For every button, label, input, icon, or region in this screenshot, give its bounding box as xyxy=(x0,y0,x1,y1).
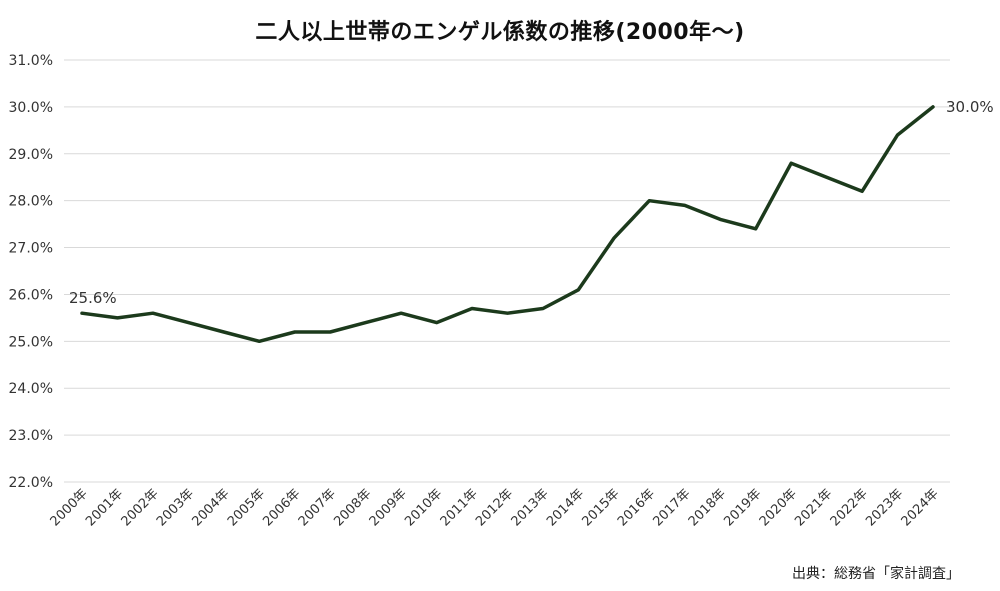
y-tick-label: 26.0% xyxy=(9,287,53,303)
x-tick-label: 2017年 xyxy=(650,486,693,529)
y-tick-label: 27.0% xyxy=(9,241,53,257)
x-tick-label: 2003年 xyxy=(154,486,197,529)
x-tick-label: 2004年 xyxy=(189,486,232,529)
y-tick-label: 31.0% xyxy=(9,53,53,69)
x-tick-label: 2012年 xyxy=(473,486,516,529)
x-tick-label: 2018年 xyxy=(686,486,729,529)
x-tick-label: 2023年 xyxy=(863,486,906,529)
x-tick-label: 2022年 xyxy=(828,486,871,529)
y-tick-label: 23.0% xyxy=(9,428,53,444)
x-tick-label: 2005年 xyxy=(225,486,268,529)
x-tick-label: 2020年 xyxy=(757,486,800,529)
x-tick-label: 2011年 xyxy=(438,486,481,529)
x-tick-label: 2010年 xyxy=(402,486,445,529)
data-label: 30.0% xyxy=(946,98,994,116)
x-tick-label: 2001年 xyxy=(83,486,126,529)
x-tick-label: 2006年 xyxy=(260,486,303,529)
x-tick-label: 2000年 xyxy=(48,486,91,529)
chart-title: 二人以上世帯のエンゲル係数の推移(2000年～) xyxy=(255,20,745,45)
x-tick-label: 2013年 xyxy=(509,486,552,529)
x-tick-label: 2009年 xyxy=(367,486,410,529)
x-tick-label: 2008年 xyxy=(331,486,374,529)
data-labels: 25.6% 30.0% xyxy=(69,98,994,307)
y-axis: 22.0% 23.0% 24.0% 25.0% 26.0% 27.0% 28.0% 29.0%… xyxy=(9,53,53,491)
x-tick-label: 2021年 xyxy=(792,486,835,529)
x-tick-label: 2015年 xyxy=(580,486,623,529)
data-label: 25.6% xyxy=(69,289,117,307)
y-tick-label: 22.0% xyxy=(9,475,53,491)
series-line xyxy=(80,105,935,344)
x-tick-label: 2002年 xyxy=(119,486,162,529)
x-tick-label: 2007年 xyxy=(296,486,339,529)
x-tick-label: 2024年 xyxy=(899,486,942,529)
x-tick-label: 2016年 xyxy=(615,486,658,529)
source-note: 出典：総務省「家計調査」 xyxy=(792,566,960,582)
y-tick-label: 28.0% xyxy=(9,194,53,210)
y-tick-label: 30.0% xyxy=(9,100,53,116)
y-gridlines xyxy=(64,59,950,483)
y-tick-label: 29.0% xyxy=(9,147,53,163)
x-axis: 2000年2001年2002年2003年2004年2005年2006年2007年… xyxy=(48,486,942,529)
y-tick-label: 24.0% xyxy=(9,381,53,397)
x-tick-label: 2019年 xyxy=(721,486,764,529)
x-tick-label: 2014年 xyxy=(544,486,587,529)
y-tick-label: 25.0% xyxy=(9,334,53,350)
